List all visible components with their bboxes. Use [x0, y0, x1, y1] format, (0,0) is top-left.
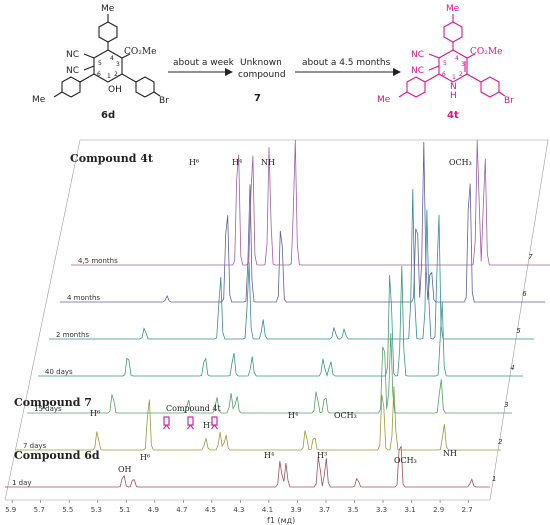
stack-frame: [4, 139, 549, 501]
4t-ester: CO₂Me: [470, 47, 502, 57]
axis-tick-label: 2.9: [433, 506, 444, 514]
spectrum-trace: [27, 332, 512, 414]
4t-nh-label: NH: [261, 158, 275, 167]
trace-index-label: 5: [516, 327, 521, 335]
structure-6d: [53, 14, 161, 98]
trace-index-label: 3: [504, 401, 508, 409]
7-compound-4t-label: Compound 4t: [166, 404, 222, 413]
nmr-traces: 1 day 1 7 days 2 15 days 3 40 days 4 2 months 5 4 …: [5, 139, 550, 488]
6d-ring-num-6: 6: [97, 71, 101, 78]
4t-ring-num-6: 6: [442, 71, 446, 78]
trace-index-label: 6: [522, 290, 527, 298]
4t-br: Br: [504, 96, 514, 106]
6d-och3-label: OCH₃: [394, 456, 417, 465]
6d-oh: OH: [108, 85, 122, 95]
trace-index-label: 4: [510, 364, 514, 372]
axis-tick-label: 4.3: [233, 506, 244, 514]
6d-br: Br: [159, 96, 169, 106]
7-h4-label: H⁴: [288, 411, 298, 420]
axis-tick-label: 5.7: [34, 506, 45, 514]
trace-time-label: 40 days: [45, 368, 73, 376]
spectrum-trace: [16, 386, 501, 451]
trace-time-label: 2 months: [56, 331, 89, 339]
6d-cn-1: NC: [66, 50, 79, 60]
4t-me-top: Me: [446, 4, 460, 14]
4t-ring-num-5: 5: [443, 60, 447, 67]
trace-index-label: 1: [492, 475, 496, 483]
spectrum-trace: [49, 188, 534, 340]
axis-tick-label: 3.5: [347, 506, 358, 514]
title-compound-6d: Compound 6d: [14, 449, 100, 462]
structure-4t: [398, 14, 506, 98]
axis-label: f1 (мд): [267, 516, 295, 525]
axis-tick-label: 5.5: [62, 506, 73, 514]
6d-me-left: Me: [32, 95, 46, 105]
axis-tick-label: 4.5: [205, 506, 216, 514]
4t-cn-2: NC: [411, 66, 424, 76]
6d-ring-num-2: 2: [114, 71, 118, 78]
6d-h6-label: H⁶: [140, 453, 150, 462]
6d-ester: CO₂Me: [124, 47, 156, 57]
axis-tick-label: 3.7: [319, 506, 330, 514]
4t-h: H: [450, 91, 457, 101]
4t-och3-label: OCH₃: [449, 158, 472, 167]
4t-label: 4t: [447, 110, 459, 121]
6d-label: 6d: [101, 110, 115, 121]
6d-me-top: Me: [101, 4, 115, 14]
trace-time-label: 7 days: [23, 442, 47, 450]
trace-index-label: 2: [498, 438, 503, 446]
trace-time-label: 4,5 months: [78, 257, 118, 265]
unknown-compound-line2: compound: [238, 70, 286, 80]
axis-tick-label: 5.9: [5, 506, 16, 514]
4t-ring-num-1: 1: [452, 74, 456, 81]
6d-h4-label: H⁴: [264, 451, 274, 460]
axis-tick-label: 4.7: [176, 506, 187, 514]
6d-cn-2: NC: [66, 66, 79, 76]
trace-time-label: 15 days: [34, 405, 62, 413]
axis-tick-label: 3.1: [405, 506, 416, 514]
4t-me-left: Me: [377, 95, 391, 105]
spectrum-trace: [38, 265, 523, 377]
6d-ring-num-4: 4: [110, 55, 114, 62]
6d-h3-label: H³: [317, 451, 327, 460]
arrow-1-label: about a week: [173, 58, 235, 68]
7-och3-label: OCH₃: [334, 411, 357, 420]
arrow-2-label: about a 4.5 months: [302, 58, 391, 68]
axis-tick-label: 4.9: [148, 506, 159, 514]
axis-tick-label: 5.1: [119, 506, 130, 514]
unknown-compound-line1: Unknown: [240, 58, 282, 68]
nmr-stack: 1 day 1 7 days 2 15 days 3 40 days 4 2 months 5 4 …: [4, 139, 550, 525]
spectrum-trace: [71, 139, 550, 266]
spectrum-trace: [5, 445, 490, 488]
4t-ring-num-3: 3: [461, 61, 465, 68]
compound-4t-markers: [163, 416, 218, 430]
4t-h4-label: H⁴: [232, 158, 242, 167]
axis-tick-label: 3.9: [290, 506, 301, 514]
6d-nh-label: NH: [443, 449, 457, 458]
title-compound-4t: Compound 4t: [70, 152, 154, 165]
4t-h6-label: H⁶: [189, 158, 199, 167]
4t-ring-num-4: 4: [455, 55, 459, 62]
trace-time-label: 1 day: [12, 479, 32, 487]
4t-n: N: [450, 82, 457, 92]
7-h6-label: H⁶: [90, 409, 100, 418]
compound-7-label: 7: [254, 93, 261, 104]
axis-tick-label: 3.3: [376, 506, 387, 514]
trace-index-label: 7: [528, 253, 533, 261]
4t-ring-num-2: 2: [459, 71, 463, 78]
trace-time-label: 4 months: [67, 294, 100, 302]
6d-ring-num-1: 1: [107, 73, 111, 80]
axis-tick-label: 2.7: [462, 506, 473, 514]
reaction-scheme: Me NC NC CO₂Me OH Br Me 5 4 6 1 2 3 6d a…: [32, 4, 514, 121]
6d-oh-label: OH: [118, 465, 132, 474]
spectrum-trace: [60, 141, 545, 303]
4t-cn-1: NC: [411, 50, 424, 60]
axis-tick-label: 4.1: [262, 506, 273, 514]
title-compound-7: Compound 7: [14, 396, 92, 409]
6d-ring-num-5: 5: [98, 60, 102, 67]
ppm-axis: 5.9 5.7 5.5 5.3 5.1 4.9 4.7 4.5 4.3 4.1 3.9 3.7 3.5 3…: [5, 500, 473, 514]
7-h3-label: H³: [203, 421, 213, 430]
axis-tick-label: 5.3: [91, 506, 102, 514]
6d-ring-num-3: 3: [116, 61, 120, 68]
